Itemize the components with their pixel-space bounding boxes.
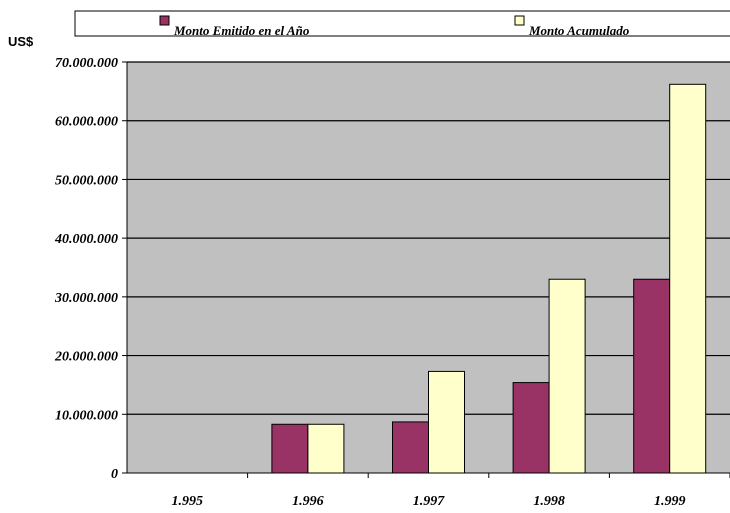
y-tick-label: 50.000.000 <box>55 173 118 188</box>
y-axis-unit-label: US$ <box>8 34 34 49</box>
bar-monto-emitido <box>512 382 550 474</box>
y-axis-ticks: 0 10.000.000 20.000.000 30.000.000 40.000.00… <box>54 56 127 482</box>
bar-monto-emitido <box>392 421 429 474</box>
x-tick-label: 1.998 <box>533 494 565 509</box>
bar-monto-acumulado <box>428 370 465 474</box>
legend-label: Monto Acumulado <box>528 23 630 38</box>
bar-monto-acumulado <box>307 423 345 474</box>
y-tick-label: 30.000.000 <box>54 291 118 306</box>
y-tick-label: 40.000.000 <box>54 232 118 247</box>
legend: Monto Emitido en el Año Monto Acumulado <box>74 10 730 38</box>
y-tick-label: 20.000.000 <box>54 350 118 365</box>
legend-label: Monto Emitido en el Año <box>173 23 310 38</box>
y-tick-label: 60.000.000 <box>55 115 118 130</box>
bar-monto-acumulado <box>548 278 586 474</box>
gridlines <box>127 61 730 415</box>
y-tick-label: 10.000.000 <box>55 408 118 423</box>
legend-swatch <box>159 15 170 26</box>
bar-monto-acumulado <box>669 83 707 474</box>
x-tick-label: 1.995 <box>172 494 204 509</box>
x-axis-ticks: 1.995 1.996 1.997 1.998 1.999 <box>172 473 730 509</box>
legend-box <box>74 10 730 37</box>
bar-monto-emitido <box>271 423 309 474</box>
bars <box>271 83 707 474</box>
x-tick-label: 1.999 <box>654 494 686 509</box>
x-tick-label: 1.996 <box>292 494 324 509</box>
bar-monto-emitido <box>633 278 671 474</box>
y-tick-label: 70.000.000 <box>55 56 118 71</box>
y-tick-label: 0 <box>111 467 118 482</box>
legend-swatch <box>514 15 525 26</box>
x-tick-label: 1.997 <box>413 494 446 509</box>
